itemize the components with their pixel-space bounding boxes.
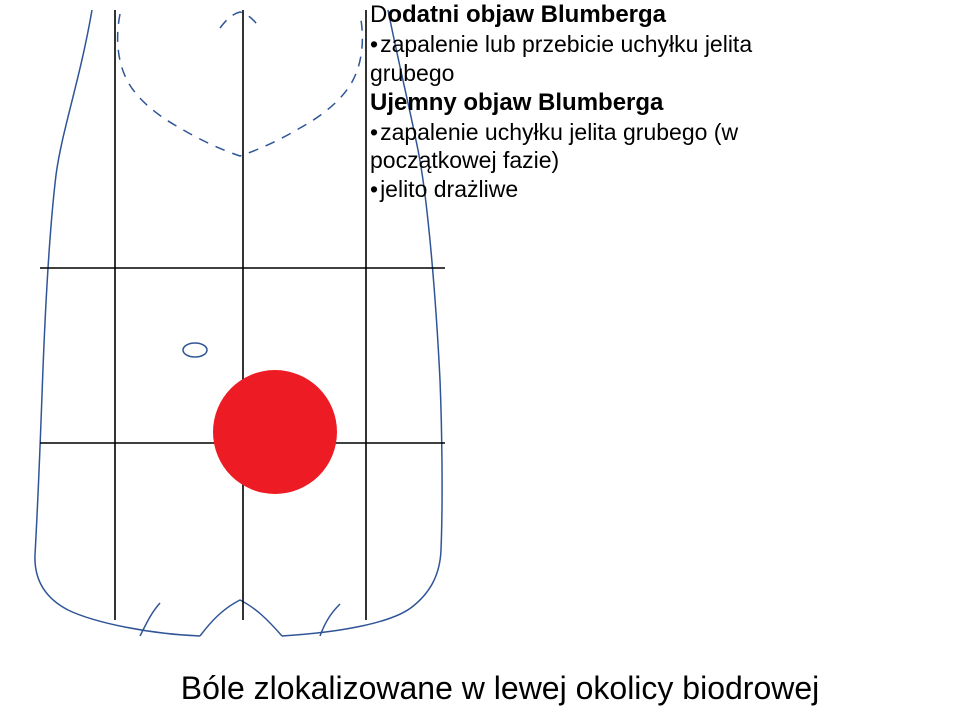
symptom-text-block: Dodatni objaw Blumbergazapalenie lub prz…	[370, 0, 960, 204]
symptom-body-line: początkowej fazie)	[370, 146, 960, 175]
pain-location-dot	[213, 370, 337, 494]
navel	[183, 343, 207, 357]
symptom-bullet: jelito drażliwe	[370, 175, 960, 204]
heading-text: Ujemny objaw Blumberga	[370, 89, 663, 116]
heading-prefix: D	[370, 1, 387, 28]
page-root: Dodatni objaw Blumbergazapalenie lub prz…	[0, 0, 960, 719]
symptom-heading: Dodatni objaw Blumberga	[370, 0, 960, 30]
symptom-body-line: grubego	[370, 59, 960, 88]
symptom-bullet: zapalenie uchyłku jelita grubego (w	[370, 118, 960, 147]
symptom-bullet: zapalenie lub przebicie uchyłku jelita	[370, 30, 960, 59]
legs-outline	[140, 600, 340, 636]
diagram-caption: Bóle zlokalizowane w lewej okolicy biodr…	[50, 670, 950, 707]
ribcage-notch	[220, 12, 260, 28]
symptom-heading: Ujemny objaw Blumberga	[370, 88, 960, 118]
ribcage-outline	[118, 14, 363, 156]
heading-text: odatni objaw Blumberga	[387, 1, 666, 28]
